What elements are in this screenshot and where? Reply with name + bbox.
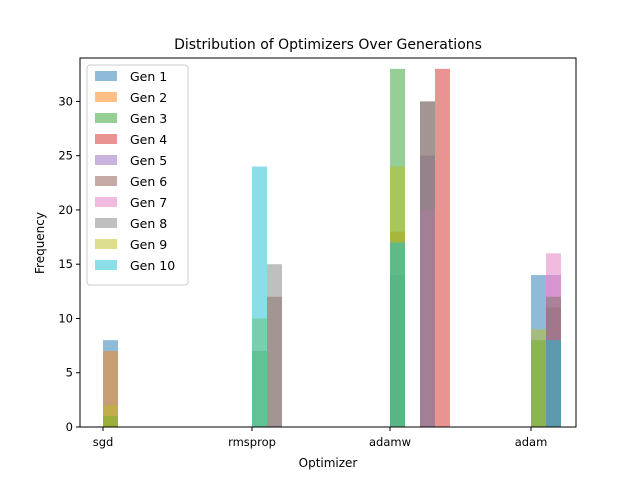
legend-swatch: [95, 260, 117, 270]
x-axis-ticks: sgd rmsprop adamw adam: [93, 427, 548, 449]
bar-gen-10-rmsprop: [252, 166, 267, 427]
x-tick-label-sgd: sgd: [93, 435, 114, 449]
x-axis-label: Optimizer: [299, 456, 358, 470]
x-tick-label-rmsprop: rmsprop: [228, 435, 276, 449]
x-tick-label-adamw: adamw: [369, 435, 411, 449]
y-axis-ticks: 0 5 10 15 20 25 30: [58, 94, 80, 434]
y-tick-label-0: 0: [66, 420, 73, 434]
y-tick-label-15: 15: [58, 257, 73, 271]
legend: Gen 1 Gen 2 Gen 3 Gen 4 Gen 5 Gen 6 Gen 7 Gen 8…: [86, 64, 189, 286]
legend-swatch: [95, 71, 117, 81]
legend-swatch: [95, 134, 117, 144]
chart-title: Distribution of Optimizers Over Generati…: [174, 37, 482, 53]
y-tick-label-10: 10: [58, 311, 73, 325]
legend-swatch: [95, 92, 117, 102]
y-axis-label: Frequency: [33, 212, 47, 274]
bar-gen-10-adamw: [390, 242, 405, 427]
legend-label: Gen 8: [130, 216, 167, 231]
y-tick-label-5: 5: [66, 366, 73, 380]
legend-swatch: [95, 155, 117, 165]
bars-layer: [103, 68, 561, 428]
legend-swatch: [95, 197, 117, 207]
bar-gen-8-rmsprop: [267, 264, 282, 427]
legend-label: Gen 5: [130, 153, 167, 168]
bar-gen-9-sgd: [103, 405, 118, 427]
legend-label: Gen 6: [130, 174, 167, 189]
legend-label: Gen 4: [130, 132, 167, 147]
legend-swatch: [95, 239, 117, 249]
bar-gen-8-adamw: [420, 101, 435, 427]
bar-gen-4-adamw: [435, 68, 450, 428]
x-tick-label-adam: adam: [515, 435, 548, 449]
legend-label: Gen 10: [130, 258, 175, 273]
plot-area-frame: [79, 57, 577, 428]
legend-label: Gen 7: [130, 195, 167, 210]
legend-label: Gen 9: [130, 237, 167, 252]
bar-gen-9-adam: [531, 329, 546, 427]
bar-gen-10-adam: [546, 340, 561, 427]
legend-label: Gen 2: [130, 90, 167, 105]
legend-label: Gen 3: [130, 111, 167, 126]
y-tick-label-20: 20: [58, 203, 73, 217]
legend-label: Gen 1: [130, 69, 167, 84]
legend-swatch: [95, 218, 117, 228]
y-tick-label-30: 30: [58, 94, 73, 108]
legend-swatch: [95, 113, 117, 123]
y-tick-label-25: 25: [58, 149, 73, 163]
legend-swatch: [95, 176, 117, 186]
